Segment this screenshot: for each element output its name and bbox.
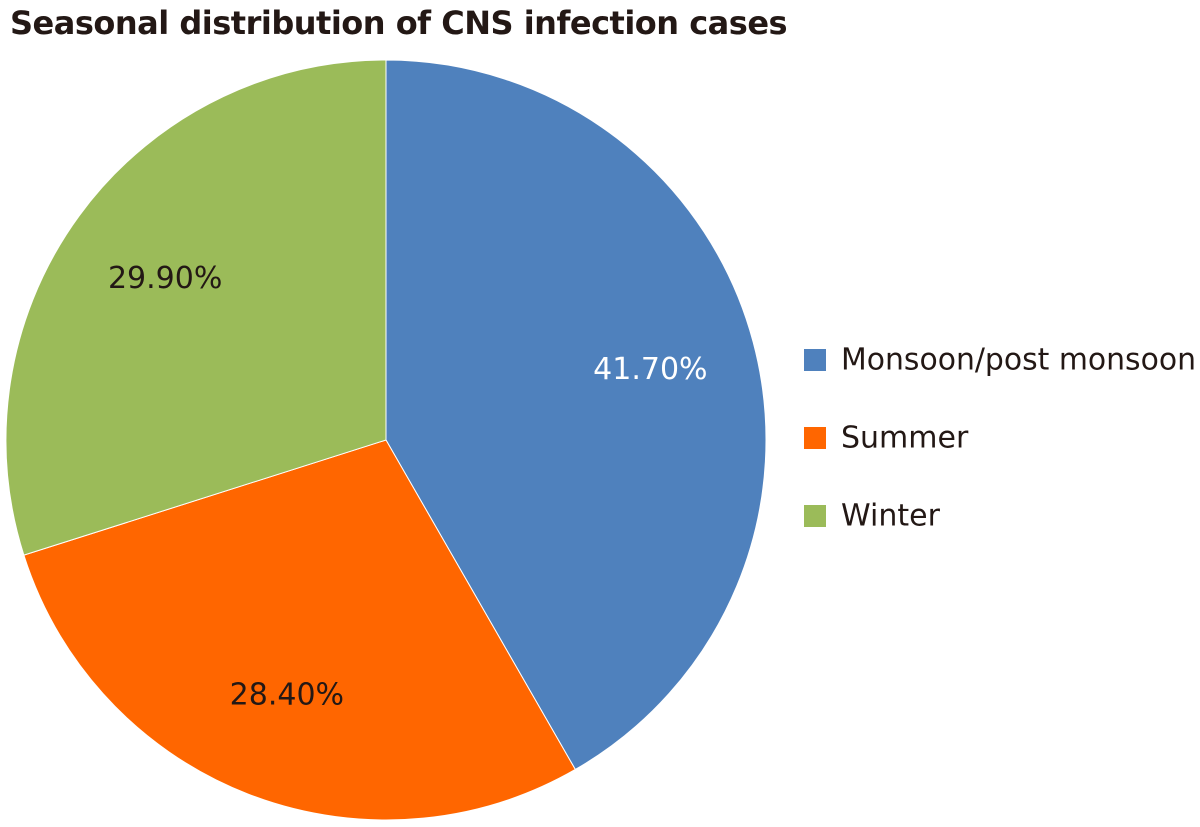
pie-slice-winter [5, 59, 387, 556]
legend: Monsoon/post monsoon Summer Winter [804, 343, 1196, 534]
legend-swatch-summer [804, 427, 826, 449]
legend-swatch-monsoon-post-monsoon [804, 349, 826, 371]
pie-slice-summer [23, 439, 576, 821]
data-label-monsoon-post-monsoon: 41.70% [593, 352, 707, 387]
legend-item-monsoon-post-monsoon: Monsoon/post monsoon [804, 343, 1196, 378]
data-label-summer: 28.40% [230, 678, 344, 713]
chart-title: Seasonal distribution of CNS infection c… [10, 4, 788, 42]
pie-data-labels: 41.70% 28.40% 29.90% [108, 261, 708, 713]
legend-label-monsoon-post-monsoon: Monsoon/post monsoon [841, 343, 1196, 378]
legend-item-winter: Winter [804, 499, 941, 534]
data-label-winter: 29.90% [108, 261, 222, 296]
legend-label-summer: Summer [841, 421, 969, 456]
legend-label-winter: Winter [841, 499, 941, 534]
legend-swatch-winter [804, 505, 826, 527]
pie-slice-monsoon-post-monsoon [385, 59, 767, 771]
legend-item-summer: Summer [804, 421, 969, 456]
pie-slices [5, 59, 767, 821]
